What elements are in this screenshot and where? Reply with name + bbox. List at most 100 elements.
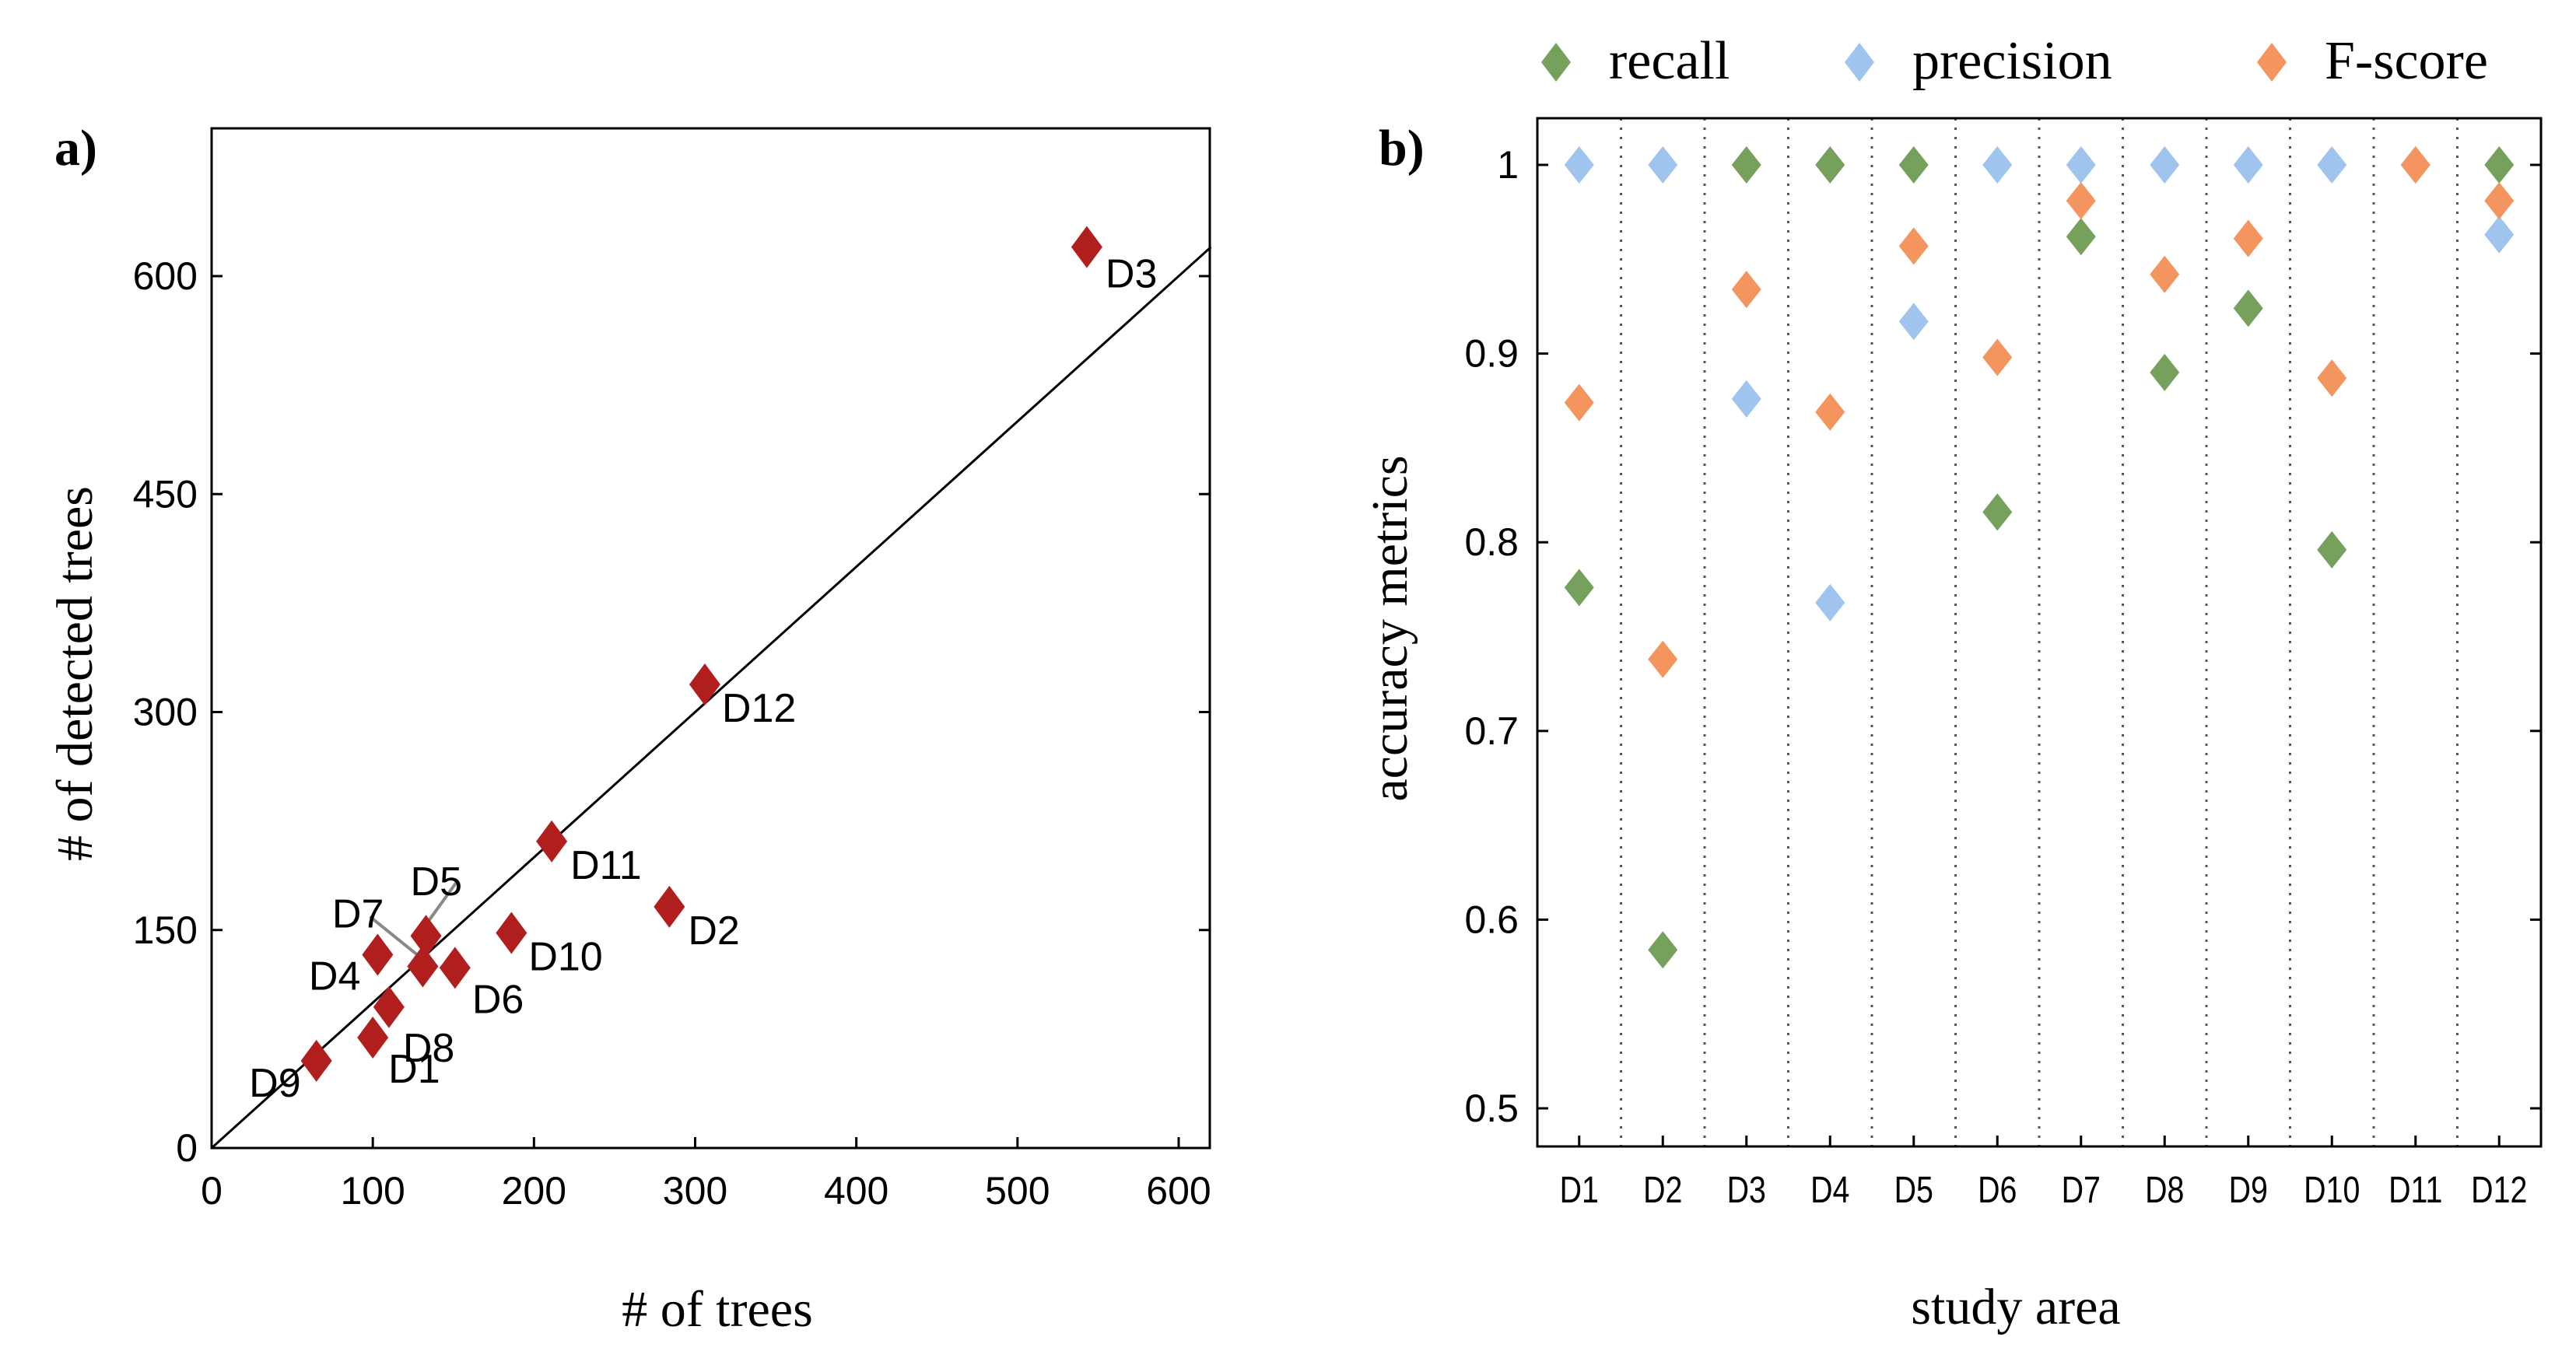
recall-point-d5 xyxy=(1898,146,1929,184)
fscore-point-d6 xyxy=(1982,338,2013,376)
x-tick-label-a: 0 xyxy=(201,1169,223,1213)
x-tick-label-a: 300 xyxy=(663,1169,727,1213)
point-d3 xyxy=(1071,226,1102,268)
category-label-d5: D5 xyxy=(1894,1169,1933,1211)
panel-b: b) recall precision F-score 0.5 0.6 0.7 0.8 0.… xyxy=(1362,31,2543,1335)
x-tick-label-a: 200 xyxy=(502,1169,566,1213)
precision-point-d6 xyxy=(1982,146,2013,184)
point-d12 xyxy=(689,663,720,706)
y-tick-label-a: 300 xyxy=(133,691,198,734)
y-tick-label-b: 1 xyxy=(1497,143,1519,187)
recall-point-d6 xyxy=(1982,493,2013,531)
point-label-d11: D11 xyxy=(570,843,642,888)
point-label-d6: D6 xyxy=(472,977,524,1022)
category-label-d2: D2 xyxy=(1643,1169,1682,1211)
point-d6 xyxy=(439,947,471,989)
precision-point-d3 xyxy=(1731,380,1761,418)
category-label-d7: D7 xyxy=(2062,1169,2101,1211)
point-label-d8: D8 xyxy=(403,1026,454,1071)
category-label-d1: D1 xyxy=(1560,1169,1599,1211)
y-tick-label-b: 0.8 xyxy=(1464,520,1519,564)
precision-point-d10 xyxy=(2317,146,2347,184)
fscore-point-d2 xyxy=(1648,640,1678,678)
precision-point-d9 xyxy=(2233,146,2263,184)
x-tick-label-a: 500 xyxy=(985,1169,1050,1213)
fscore-point-d11 xyxy=(2400,146,2431,184)
fscore-point-d12 xyxy=(2484,182,2515,220)
category-label-d10: D10 xyxy=(2304,1169,2360,1211)
point-label-d4: D4 xyxy=(309,954,360,999)
point-label-d7: D7 xyxy=(332,891,384,936)
point-d4 xyxy=(362,933,394,976)
legend: recall precision F-score xyxy=(1541,31,2488,91)
legend-marker-fscore xyxy=(2257,43,2287,82)
precision-point-d7 xyxy=(2066,146,2096,184)
category-label-d9: D9 xyxy=(2229,1169,2268,1211)
point-d1 xyxy=(357,1017,389,1059)
category-label-d8: D8 xyxy=(2145,1169,2184,1211)
legend-label-precision: precision xyxy=(1912,31,2112,91)
precision-point-d5 xyxy=(1898,303,1929,341)
point-d9 xyxy=(300,1039,332,1082)
point-d11 xyxy=(536,820,568,863)
recall-point-d8 xyxy=(2150,353,2180,391)
precision-point-d4 xyxy=(1815,583,1845,621)
category-label-d12: D12 xyxy=(2471,1169,2527,1211)
panel-a-label: a) xyxy=(54,120,97,177)
point-d5 xyxy=(410,915,442,957)
leader-line-d7 xyxy=(369,915,419,957)
point-label-d1: D1 xyxy=(388,1047,440,1092)
y-tick-label-b: 0.5 xyxy=(1464,1087,1519,1130)
panel-b-frame xyxy=(1536,117,2543,1148)
fscore-point-d4 xyxy=(1815,393,1845,431)
fscore-point-d8 xyxy=(2150,255,2180,293)
y-tick-label-b: 0.7 xyxy=(1464,709,1519,753)
fscore-point-d9 xyxy=(2233,219,2263,257)
recall-point-d9 xyxy=(2233,289,2263,327)
category-label-d3: D3 xyxy=(1727,1169,1766,1211)
fscore-point-d10 xyxy=(2317,359,2347,397)
point-label-d9: D9 xyxy=(249,1061,300,1106)
panel-a-frame xyxy=(210,127,1211,1150)
panel-a: a) 0 100 200 300 400 500 600 0 150 300 450 600 D1 D2… xyxy=(47,120,1212,1338)
y-tick-label-a: 0 xyxy=(176,1126,198,1170)
recall-point-d10 xyxy=(2317,530,2347,569)
y-tick-label-a: 600 xyxy=(133,254,198,298)
fscore-point-d5 xyxy=(1898,227,1929,265)
point-label-d3: D3 xyxy=(1106,252,1157,297)
fscore-point-d7 xyxy=(2066,182,2096,220)
legend-marker-precision xyxy=(1845,43,1874,82)
point-d10 xyxy=(496,912,527,954)
legend-marker-recall xyxy=(1541,43,1571,82)
y-tick-label-a: 150 xyxy=(133,908,198,952)
recall-point-d4 xyxy=(1815,146,1845,184)
y-tick-label-b: 0.9 xyxy=(1464,332,1519,376)
leader-line-d5 xyxy=(427,880,459,922)
one-to-one-line xyxy=(210,246,1212,1150)
x-tick-label-a: 600 xyxy=(1146,1169,1211,1213)
point-d8 xyxy=(373,985,405,1028)
category-label-d4: D4 xyxy=(1810,1169,1849,1211)
recall-point-d7 xyxy=(2066,218,2096,256)
precision-point-d8 xyxy=(2150,146,2180,184)
recall-point-d3 xyxy=(1731,146,1761,184)
y-axis-title-b: accuracy metrics xyxy=(1362,455,1418,801)
y-tick-label-b: 0.6 xyxy=(1464,898,1519,941)
point-d7 xyxy=(407,945,439,988)
precision-point-d12 xyxy=(2484,215,2515,254)
recall-point-d12 xyxy=(2484,146,2515,184)
panel-b-label: b) xyxy=(1379,120,1425,177)
point-label-d10: D10 xyxy=(528,934,602,979)
category-label-d11: D11 xyxy=(2388,1169,2442,1211)
legend-label-fscore: F-score xyxy=(2325,31,2488,91)
precision-point-d2 xyxy=(1648,146,1678,184)
fscore-point-d1 xyxy=(1564,383,1594,422)
x-tick-label-a: 400 xyxy=(824,1169,888,1213)
y-axis-title-a: # of detected trees xyxy=(47,486,103,861)
recall-point-d1 xyxy=(1564,569,1594,607)
y-tick-label-a: 450 xyxy=(133,472,198,516)
x-tick-label-a: 100 xyxy=(340,1169,405,1213)
x-axis-title-a: # of trees xyxy=(622,1281,813,1338)
precision-point-d1 xyxy=(1564,146,1594,184)
